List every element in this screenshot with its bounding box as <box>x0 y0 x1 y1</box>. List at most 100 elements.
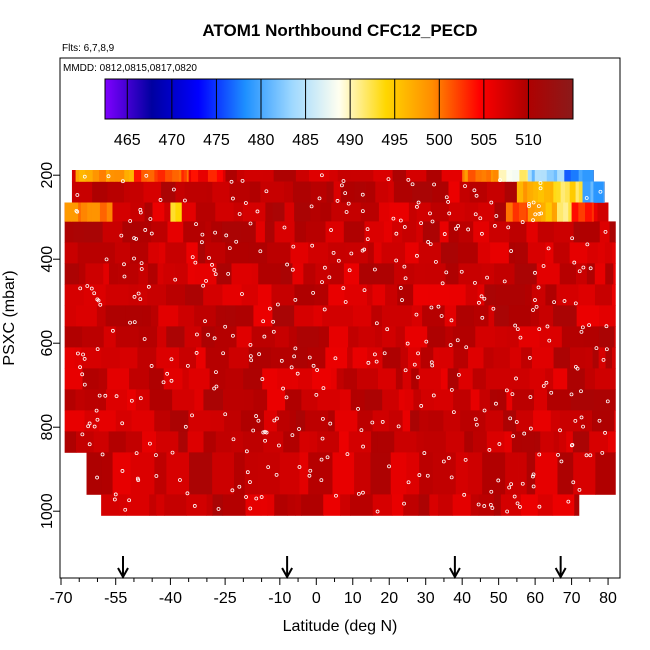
sample-point <box>82 382 87 387</box>
sample-point <box>230 488 235 493</box>
heatmap-cell <box>101 452 113 495</box>
sample-point <box>429 305 434 310</box>
heatmap-cell <box>85 263 104 285</box>
sample-point <box>82 174 87 179</box>
sample-point <box>428 211 432 216</box>
sample-point <box>214 370 218 375</box>
heatmap-cell <box>452 326 476 348</box>
heatmap-cell <box>328 242 347 264</box>
y-tick-label: 800 <box>39 414 56 441</box>
heatmap-cell <box>334 410 358 432</box>
heatmap-cell <box>388 410 403 432</box>
sample-point <box>309 204 314 209</box>
sample-point <box>213 230 217 235</box>
heatmap-anomaly <box>553 170 558 182</box>
sample-point <box>132 256 136 261</box>
sample-point <box>328 421 333 426</box>
heatmap-cell <box>86 452 103 495</box>
heatmap-cell <box>482 452 506 495</box>
sample-point <box>434 259 438 264</box>
x-tick-label: -70 <box>49 590 72 607</box>
sample-point <box>533 270 537 275</box>
sample-point <box>531 200 536 205</box>
sample-point <box>432 182 436 187</box>
colorbar-gradient <box>104 78 574 120</box>
sample-point <box>539 211 544 216</box>
heatmap-cell <box>154 410 171 432</box>
sample-point <box>449 387 454 392</box>
heatmap-cell <box>377 431 395 453</box>
heatmap-cell <box>151 221 168 243</box>
heatmap-cell <box>402 368 412 390</box>
sample-point <box>380 420 385 424</box>
heatmap-cell <box>289 410 297 432</box>
sample-point <box>190 413 194 418</box>
heatmap-cell <box>260 181 285 203</box>
heatmap-cell <box>421 389 435 411</box>
heatmap-cell <box>325 347 348 369</box>
heatmap-cell <box>144 202 153 222</box>
sample-point <box>343 300 348 304</box>
heatmap-cell <box>413 389 422 411</box>
sample-point <box>451 410 456 415</box>
heatmap-cell <box>488 305 495 327</box>
sample-point <box>480 315 485 320</box>
sample-point <box>464 345 469 350</box>
heatmap-cell <box>381 305 399 327</box>
sample-point <box>266 465 271 470</box>
sample-point <box>169 378 174 383</box>
x-tick-label: -40 <box>159 590 182 607</box>
heatmap-cell <box>336 368 345 390</box>
sample-point <box>112 497 117 502</box>
heatmap-cell <box>559 263 577 285</box>
sample-point <box>504 388 509 393</box>
sample-point <box>490 506 495 510</box>
heatmap-cell <box>481 263 495 285</box>
x-tick-label: 60 <box>526 590 544 607</box>
heatmap-cell <box>212 181 231 203</box>
heatmap-cell <box>243 202 266 222</box>
heatmap-cell <box>64 242 78 264</box>
heatmap-cell <box>299 431 311 453</box>
heatmap-cell <box>215 202 234 222</box>
heatmap-cell <box>586 263 596 285</box>
heatmap-cell <box>405 170 427 182</box>
heatmap-cell <box>129 181 144 203</box>
heatmap-cell <box>329 263 345 285</box>
heatmap-cell <box>524 284 533 306</box>
heatmap-cell <box>529 368 546 390</box>
sample-point <box>129 398 134 403</box>
sample-point <box>454 226 458 231</box>
heatmap-anomaly <box>186 170 190 182</box>
sample-point <box>511 434 516 439</box>
heatmap-cell <box>74 347 82 369</box>
sample-point <box>285 262 289 267</box>
heatmap-cell <box>612 242 616 264</box>
heatmap-cell <box>344 284 368 306</box>
sample-point <box>194 351 199 355</box>
sample-point <box>601 358 606 362</box>
heatmap-cell <box>419 410 429 432</box>
heatmap-cell <box>212 452 235 495</box>
sample-point <box>430 219 435 224</box>
sample-point <box>531 308 535 312</box>
profile-arrow-head <box>554 567 567 580</box>
sample-point <box>442 232 447 236</box>
sample-point <box>604 347 609 352</box>
sample-point <box>422 451 427 455</box>
heatmap-cell <box>205 242 226 264</box>
heatmap-cell <box>553 431 560 453</box>
sample-point <box>415 204 419 209</box>
sample-point <box>406 177 411 182</box>
sample-point <box>528 426 533 431</box>
sample-point <box>212 336 217 341</box>
sample-point <box>345 452 350 457</box>
heatmap-cell <box>228 347 250 369</box>
heatmap-cell <box>236 170 245 182</box>
heatmap-cell <box>373 170 393 182</box>
heatmap-cell <box>475 326 496 348</box>
heatmap-cell <box>518 452 528 495</box>
heatmap-cell <box>307 347 326 369</box>
sample-point <box>203 319 207 324</box>
heatmap-cell <box>430 202 450 222</box>
